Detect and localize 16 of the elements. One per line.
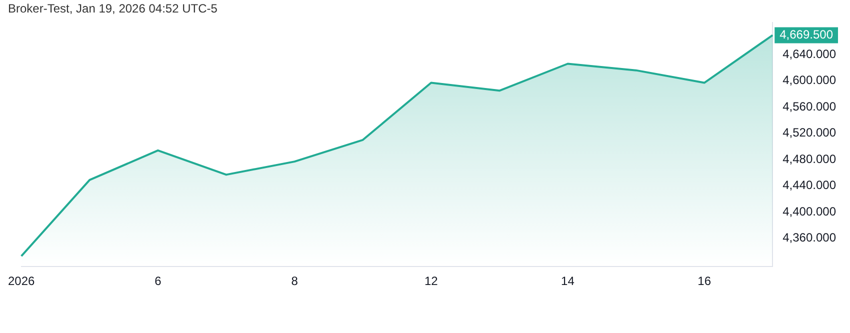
x-tick-label: 6 xyxy=(154,274,162,288)
y-tick-label: 4,400.000 xyxy=(782,204,836,218)
y-tick-label: 4,520.000 xyxy=(782,126,836,140)
x-tick-label: 16 xyxy=(698,274,712,288)
y-tick-label: 4,440.000 xyxy=(782,178,836,192)
y-tick-label: 4,480.000 xyxy=(782,152,836,166)
x-tick-label: 8 xyxy=(291,274,298,288)
y-tick-label: 4,360.000 xyxy=(782,230,836,245)
chart-title: Broker-Test, Jan 19, 2026 04:52 UTC-5 xyxy=(8,2,218,16)
x-tick-label: 12 xyxy=(424,274,438,288)
y-tick-label: 4,560.000 xyxy=(782,99,836,114)
text: 4,669.500 xyxy=(780,28,834,42)
x-tick-label: 14 xyxy=(561,274,575,288)
y-tick-label: 4,640.000 xyxy=(782,46,836,61)
x-tick-label: 2026 xyxy=(8,274,36,288)
y-tick-label: 4,600.000 xyxy=(782,73,836,88)
